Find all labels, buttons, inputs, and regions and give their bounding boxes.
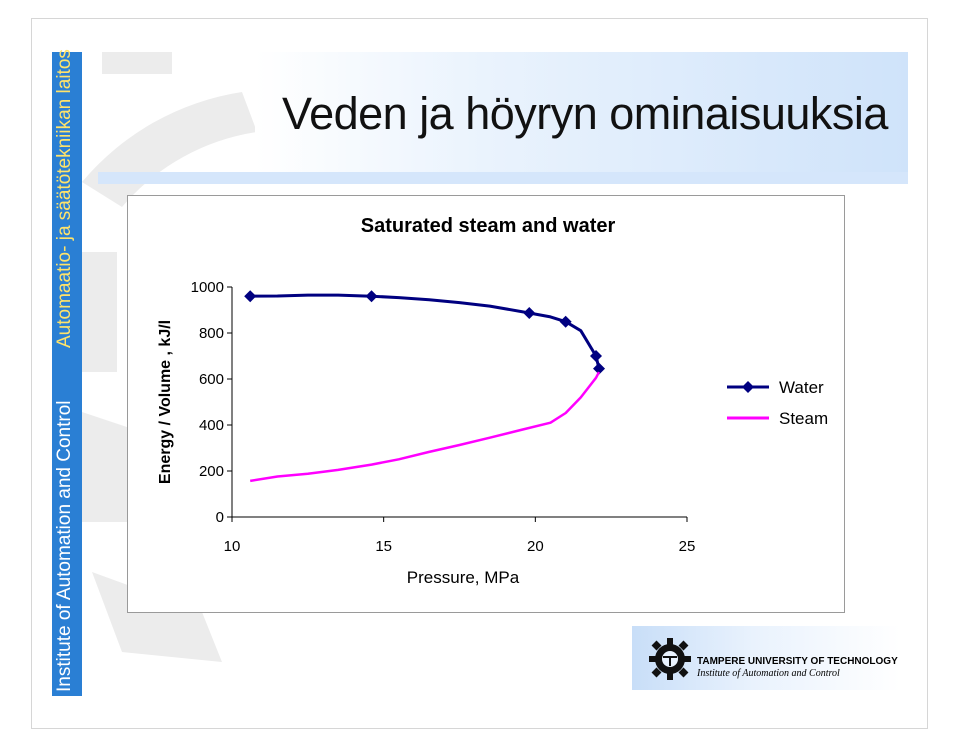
university-gear-logo-icon bbox=[649, 638, 691, 680]
x-tick-label: 10 bbox=[224, 538, 241, 555]
title-band bbox=[255, 52, 908, 184]
y-tick-label: 600 bbox=[199, 371, 224, 388]
side-bar bbox=[52, 52, 82, 696]
data-point-water bbox=[559, 315, 572, 328]
chart-frame bbox=[127, 195, 845, 613]
data-point-water bbox=[365, 290, 378, 303]
y-axis-label: Energy / Volume , kJ/l bbox=[157, 320, 174, 484]
y-tick-label: 1000 bbox=[191, 279, 224, 296]
side-text-laitos: Automaatio- ja säätötekniikan laitos bbox=[54, 49, 75, 348]
x-tick-label: 25 bbox=[679, 538, 696, 555]
y-tick-label: 800 bbox=[199, 325, 224, 342]
chart: Saturated steam and water Energy / Volum… bbox=[157, 215, 828, 587]
x-tick-label: 15 bbox=[375, 538, 392, 555]
legend-label-water: Water bbox=[779, 378, 824, 397]
x-axis-label: Pressure, MPa bbox=[407, 568, 520, 587]
legend-label-steam: Steam bbox=[779, 409, 828, 428]
y-tick-label: 200 bbox=[199, 463, 224, 480]
series-line-water bbox=[250, 293, 601, 370]
series-line-steam bbox=[250, 371, 601, 483]
title-underline-band bbox=[98, 172, 908, 184]
data-point-water bbox=[593, 362, 606, 375]
side-text-institute: Institute of Automation and Control bbox=[54, 400, 75, 692]
data-point-water bbox=[590, 350, 602, 362]
y-tick-label: 0 bbox=[216, 509, 224, 526]
y-tick-label: 400 bbox=[199, 417, 224, 434]
data-point-water bbox=[523, 306, 536, 319]
legend-marker-water bbox=[742, 381, 754, 393]
university-name: TAMPERE UNIVERSITY OF TECHNOLOGY bbox=[697, 656, 898, 667]
data-point-water bbox=[244, 290, 257, 303]
slide-title: Veden ja höyryn ominaisuuksia bbox=[282, 88, 888, 139]
chart-title: Saturated steam and water bbox=[361, 215, 616, 237]
department-name: Institute of Automation and Control bbox=[697, 668, 840, 679]
x-tick-label: 20 bbox=[527, 538, 544, 555]
